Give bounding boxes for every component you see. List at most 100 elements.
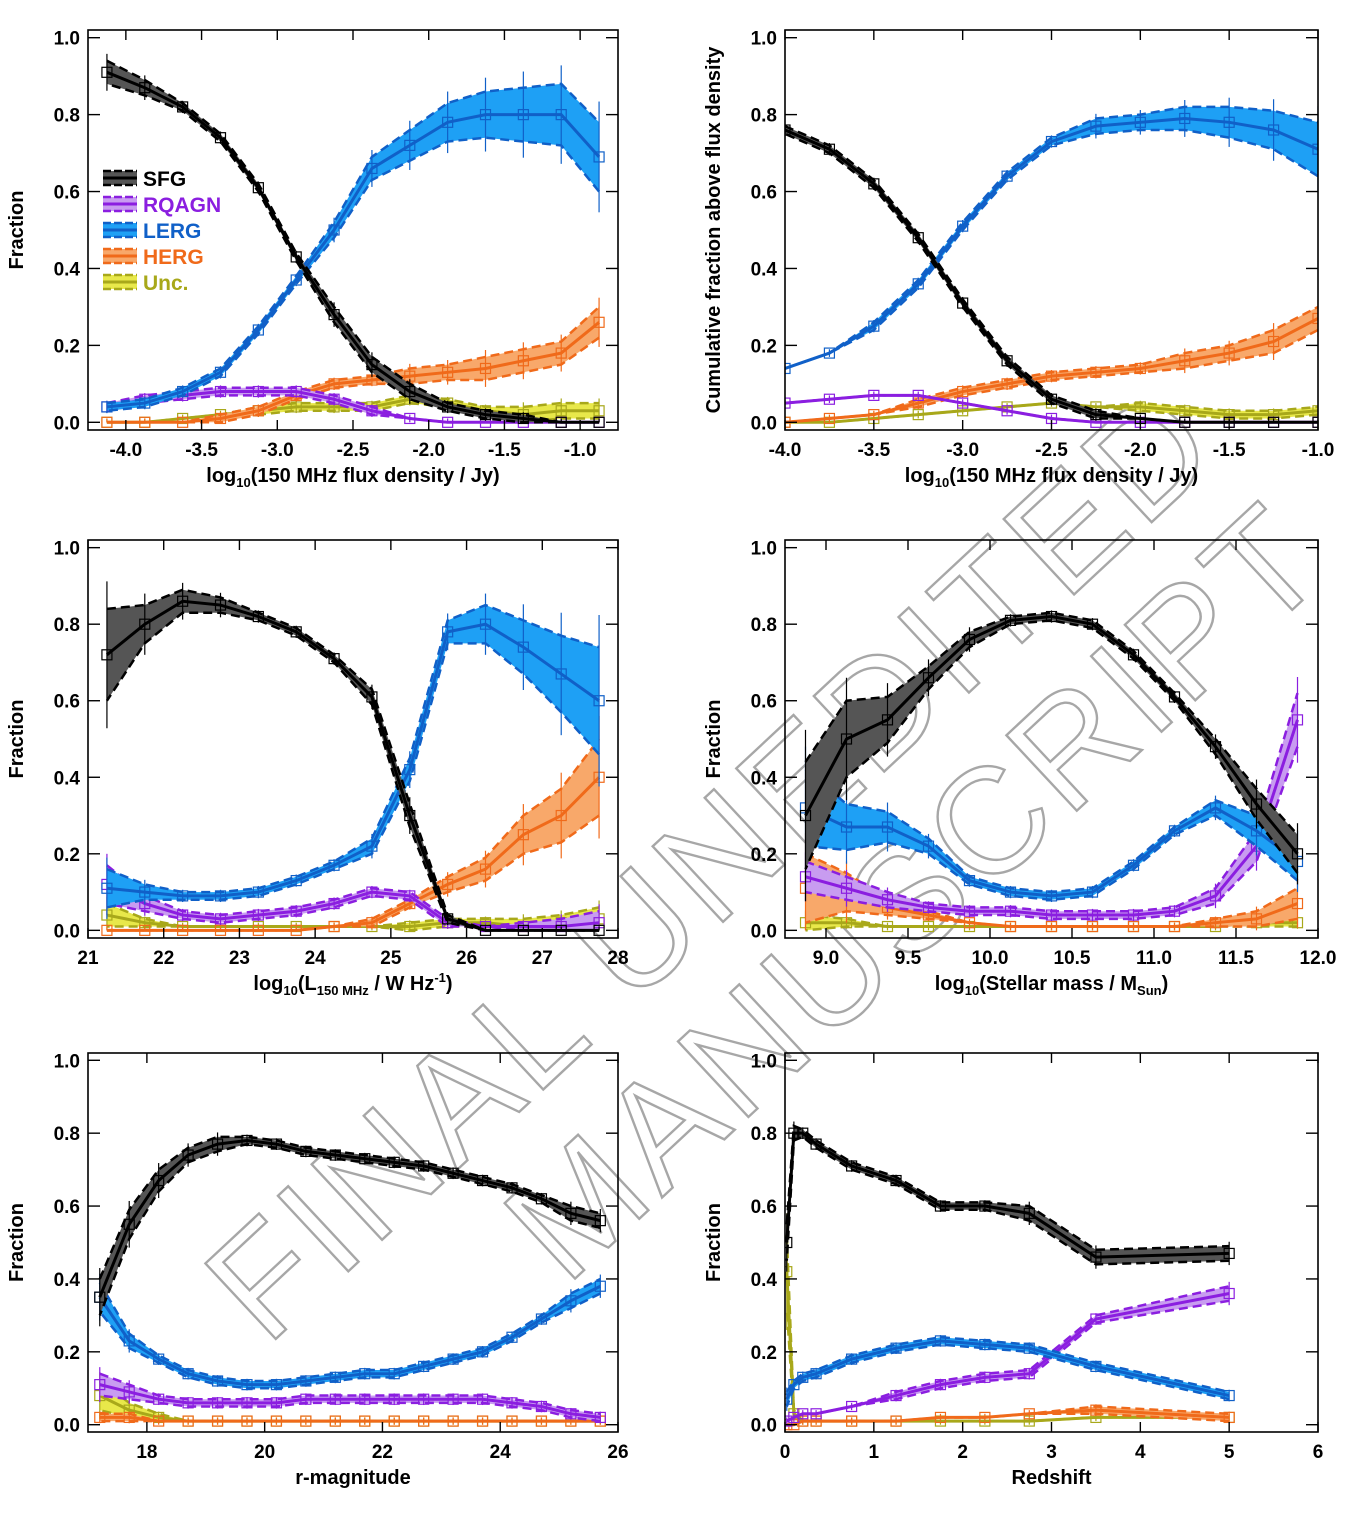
marker-sfg [594,1215,606,1227]
marker-rqagn [366,886,378,898]
marker-unc [922,920,935,933]
marker-lerg [418,1360,430,1373]
marker-rqagn [153,1393,165,1405]
marker-rqagn [418,1393,430,1405]
y-tick-label: 0.0 [54,1416,80,1437]
marker-lerg [123,1335,135,1347]
marker-lerg [214,890,227,902]
marker-lerg [101,882,113,894]
marker-rqagn [241,1397,253,1409]
series-lerg [101,593,605,919]
marker-unc [1134,401,1146,413]
marker-rqagn [1127,909,1140,921]
x-tick-label: 10.5 [1054,948,1091,969]
marker-sfg [177,101,189,113]
y-tick-label: 0.2 [751,336,777,357]
line-sfg [785,1131,1230,1259]
marker-herg [442,366,454,378]
x-label-part: (L [298,973,317,995]
marker-lerg [1312,143,1318,155]
marker-sfg [1267,416,1280,428]
marker-lerg [404,764,416,776]
marker-herg [1134,362,1146,375]
y-tick-label: 0.6 [54,183,80,204]
marker-lerg [785,362,791,375]
marker-unc [1179,405,1191,417]
series-unc [785,1213,1235,1427]
band-sfg [786,1125,1230,1265]
y-tick-label: 0.6 [751,1197,777,1218]
band-upper-rqagn [106,864,600,928]
marker-sfg [270,1138,283,1150]
legend: SFG RQAGN LERG HERG Unc. [103,168,221,295]
marker-rqagn [366,405,378,417]
marker-rqagn [797,1408,809,1420]
marker-sfg [1168,691,1181,703]
marker-rqagn [1090,1313,1102,1325]
marker-lerg [555,668,567,680]
legend-label: LERG [143,220,201,243]
marker-lerg [1168,825,1181,837]
marker-rqagn [442,416,454,428]
marker-unc [1312,405,1318,417]
marker-herg [1004,920,1017,933]
marker-lerg [177,385,189,398]
series-sfg [101,581,605,936]
marker-rqagn [912,389,924,401]
series-herg [101,297,605,428]
series-rqagn [799,677,1304,922]
marker-herg [123,1411,135,1424]
marker-herg [823,412,836,425]
marker-rqagn [788,1411,800,1424]
x-tick-label: 9.0 [813,948,839,969]
line-lerg [785,116,1318,370]
marker-lerg [934,1335,947,1347]
marker-sfg [1179,416,1191,428]
marker-lerg [1267,124,1280,136]
marker-lerg [881,821,894,833]
marker-lerg [182,1368,194,1380]
marker-unc [912,409,924,421]
x-label-subscript: 10 [935,475,949,490]
series-herg [94,1411,606,1427]
marker-rqagn [404,412,416,425]
axes-frame [87,1052,619,1433]
marker-sfg [1001,355,1013,367]
y-axis-label: Fraction [6,191,28,270]
marker-lerg [447,1353,459,1365]
marker-rqagn [785,397,791,409]
series-herg [101,716,605,936]
x-tick-label: -2.0 [1124,440,1157,461]
marker-sfg [868,178,880,190]
marker-rqagn [447,1393,459,1405]
marker-sfg [785,124,791,136]
x-label-part: log [206,465,236,487]
marker-herg [1001,378,1013,390]
marker-lerg [1023,1342,1035,1354]
marker-lerg [359,1368,371,1380]
band-upper-lerg [98,1277,601,1383]
band-unc [99,1380,601,1422]
y-tick-label: 1.0 [751,1051,777,1072]
x-label-part: r-magnitude [295,1467,411,1489]
plot-area [785,1121,1235,1431]
marker-herg [177,924,189,936]
marker-herg [418,1415,430,1427]
y-tick-label: 1.0 [54,29,80,50]
band-upper-sfg [785,1124,1230,1252]
marker-lerg [840,821,853,833]
y-tick-label: 0.2 [751,845,777,866]
marker-sfg [846,1160,858,1172]
marker-lerg [957,220,969,232]
y-tick-label: 0.0 [54,413,80,434]
marker-sfg [555,416,567,428]
x-tick-label: -2.5 [1035,440,1068,461]
marker-lerg [290,874,302,887]
x-tick-label: 10.0 [972,948,1009,969]
y-tick-label: 0.8 [54,1124,80,1145]
y-tick-label: 1.0 [54,1051,80,1072]
marker-sfg [177,595,189,607]
plot-area [799,610,1304,933]
marker-lerg [442,626,454,638]
marker-herg [1312,312,1318,325]
